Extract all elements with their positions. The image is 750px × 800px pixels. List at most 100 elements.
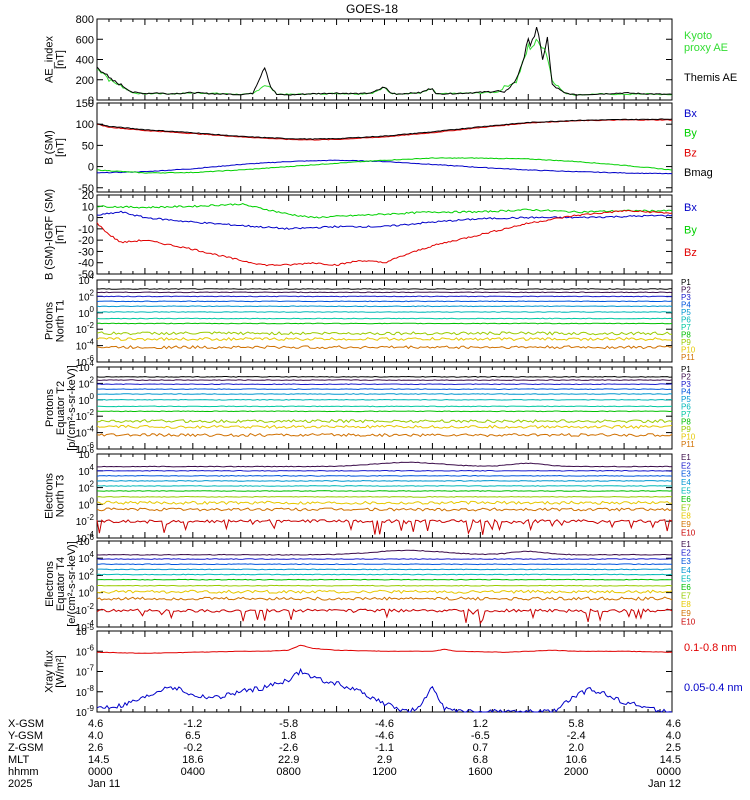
y-tick-label: 20 <box>82 190 94 202</box>
series-line-1 <box>97 157 673 174</box>
axis-value: 1.2 <box>473 718 488 730</box>
axis-value: 2000 <box>564 766 588 778</box>
y-tick-label: 10-4 <box>76 425 95 440</box>
axis-value: -0.2 <box>183 742 202 754</box>
legend-P2: P2 <box>681 373 691 382</box>
series-line-0 <box>96 644 673 654</box>
y-tick-label: -50 <box>78 269 94 281</box>
legend-P5: P5 <box>681 395 691 404</box>
y-axis-label: [nT] <box>55 138 67 157</box>
y-tick-label: 200 <box>76 75 94 87</box>
y-tick-label: 104 <box>78 359 94 374</box>
channel-line-E2 <box>96 558 673 560</box>
y-tick-label: 102 <box>78 480 94 495</box>
legend-P7: P7 <box>681 323 691 332</box>
y-tick-label: 0 <box>88 162 94 174</box>
y-tick-label: 102 <box>78 567 94 582</box>
series-line-0 <box>96 38 673 96</box>
legend-0-05-0-4-nm: 0.05-0.4 nm <box>684 682 743 694</box>
row-label-mlt: MLT <box>8 754 29 766</box>
legend-P6: P6 <box>681 402 691 411</box>
y-axis-label: [p/(cm²-s-sr-keV)] <box>66 365 78 451</box>
legend-E3: E3 <box>681 470 691 479</box>
y-tick-label: 100 <box>78 305 94 320</box>
legend-E9: E9 <box>681 520 691 529</box>
legend-E5: E5 <box>681 574 691 583</box>
axis-value: -4.6 <box>375 730 394 742</box>
legend-by: By <box>684 128 697 140</box>
legend-E6: E6 <box>681 583 691 592</box>
legend-P10: P10 <box>681 432 696 441</box>
axis-value: 22.9 <box>278 754 299 766</box>
axis-value: Jan 11 <box>88 778 120 790</box>
y-tick-label: 102 <box>78 288 94 303</box>
y-tick-label: 0 <box>88 95 94 107</box>
channel-line-E4 <box>96 568 673 571</box>
legend-P9: P9 <box>681 425 691 434</box>
legend-bz: Bz <box>684 147 697 159</box>
y-tick-label: 800 <box>76 14 94 26</box>
channel-line-E3 <box>96 563 672 566</box>
axis-value: -2.6 <box>279 742 298 754</box>
y-axis-label: Protons <box>44 302 56 340</box>
bottom-axis-table: X-GSMY-GSMZ-GSMMLThhmm20254.64.02.614.50… <box>8 718 681 790</box>
y-axis-label: Electrons <box>44 561 56 607</box>
panel-frame <box>96 630 673 713</box>
channel-line-E5 <box>96 573 673 576</box>
channel-line-P7 <box>96 317 673 320</box>
y-tick-label: 10-8 <box>76 684 95 699</box>
channel-line-P4 <box>96 300 673 303</box>
axis-value: 2.5 <box>666 742 681 754</box>
legend-P6: P6 <box>681 315 691 324</box>
legend-E1: E1 <box>681 540 691 549</box>
y-axis-label: [nT] <box>55 50 67 69</box>
channel-line-E7 <box>97 584 673 587</box>
channel-line-P2 <box>96 379 673 381</box>
axis-value: 4.6 <box>88 718 103 730</box>
legend-E7: E7 <box>681 592 691 601</box>
channel-line-E2 <box>96 469 672 472</box>
axis-value: 2.0 <box>569 742 584 754</box>
channel-line-E4 <box>96 479 673 482</box>
channel-line-P2 <box>97 291 673 294</box>
series-line-1 <box>96 210 673 230</box>
legend-P9: P9 <box>681 338 691 347</box>
row-label-2025: 2025 <box>8 778 32 790</box>
y-tick-label: 106 <box>78 533 94 548</box>
y-tick-label: 100 <box>78 585 94 600</box>
legend-bx: Bx <box>684 202 697 214</box>
legend-bz: Bz <box>684 247 697 259</box>
axis-value: 18.6 <box>182 754 203 766</box>
legend-P8: P8 <box>681 417 691 426</box>
channel-line-P10 <box>96 424 673 429</box>
channel-line-P10 <box>96 336 673 342</box>
y-axis-label: Equator T4 <box>55 557 67 611</box>
channel-line-P8 <box>96 410 673 413</box>
series-line-0 <box>96 203 673 219</box>
channel-line-P1 <box>96 375 673 378</box>
y-tick-label: 10-6 <box>76 441 95 456</box>
legend-P4: P4 <box>681 388 691 397</box>
channel-line-P8 <box>96 322 673 325</box>
y-tick-label: 10-4 <box>76 619 95 634</box>
legend-themis-ae: Themis AE <box>684 72 737 84</box>
y-axis-label: AE_index <box>44 35 56 83</box>
axis-value: 5.8 <box>569 718 584 730</box>
y-tick-label: 10-5 <box>76 623 95 638</box>
y-axis-label: Equator T2 <box>55 381 67 435</box>
channel-line-E9 <box>96 596 673 601</box>
row-label-y-gsm: Y-GSM <box>8 730 43 742</box>
axis-value: 4.6 <box>666 718 681 730</box>
channel-line-P11 <box>96 345 673 350</box>
axis-value: -2.4 <box>567 730 586 742</box>
legend-E6: E6 <box>681 495 691 504</box>
series-line-1 <box>96 667 673 713</box>
y-tick-label: 50 <box>82 140 94 152</box>
y-axis-label: Electrons <box>44 473 56 519</box>
legend-P11: P11 <box>681 440 695 449</box>
y-tick-label: 10-2 <box>76 408 95 423</box>
axis-value: 1.8 <box>281 730 296 742</box>
